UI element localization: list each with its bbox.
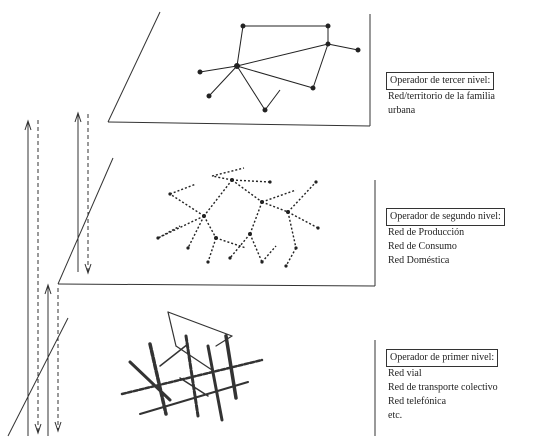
arrow-solid-up-short	[74, 111, 82, 272]
first-level-label: Operador de primer nivel: Red vial Red d…	[386, 349, 499, 423]
plane-second-level	[57, 157, 376, 287]
second-level-item: Red de Producción	[388, 227, 465, 238]
first-level-heading: Operador de primer nivel:	[386, 349, 499, 367]
network-second-level	[157, 167, 319, 267]
third-level-description: Red/territorio de la familia urbana	[388, 91, 495, 116]
second-level-heading: Operador de segundo nivel:	[386, 208, 505, 226]
first-level-item: etc.	[388, 410, 403, 421]
third-level-heading: Operador de tercer nivel:	[386, 72, 495, 90]
vertical-arrows	[24, 111, 92, 436]
arrow-solid-up-long	[24, 119, 32, 436]
first-level-item: Red vial	[388, 368, 422, 379]
arrow-solid-up-bottom	[44, 283, 52, 436]
arrow-dashed-down-short	[84, 114, 92, 275]
network-first-level	[120, 311, 264, 422]
network-third-level	[197, 23, 361, 113]
arrow-dashed-down-long	[34, 120, 42, 435]
plane-third-level	[107, 11, 371, 127]
network-second-level-nodes	[156, 178, 320, 268]
second-level-item: Red de Consumo	[388, 241, 457, 252]
third-level-label: Operador de tercer nivel: Red/territorio…	[386, 72, 518, 118]
first-level-item: Red telefónica	[388, 396, 447, 407]
second-level-label: Operador de segundo nivel: Red de Produc…	[386, 208, 505, 268]
second-level-item: Red Doméstica	[388, 255, 450, 266]
first-level-item: Red de transporte colectivo	[388, 382, 498, 393]
arrow-dashed-down-bottom	[54, 288, 62, 433]
